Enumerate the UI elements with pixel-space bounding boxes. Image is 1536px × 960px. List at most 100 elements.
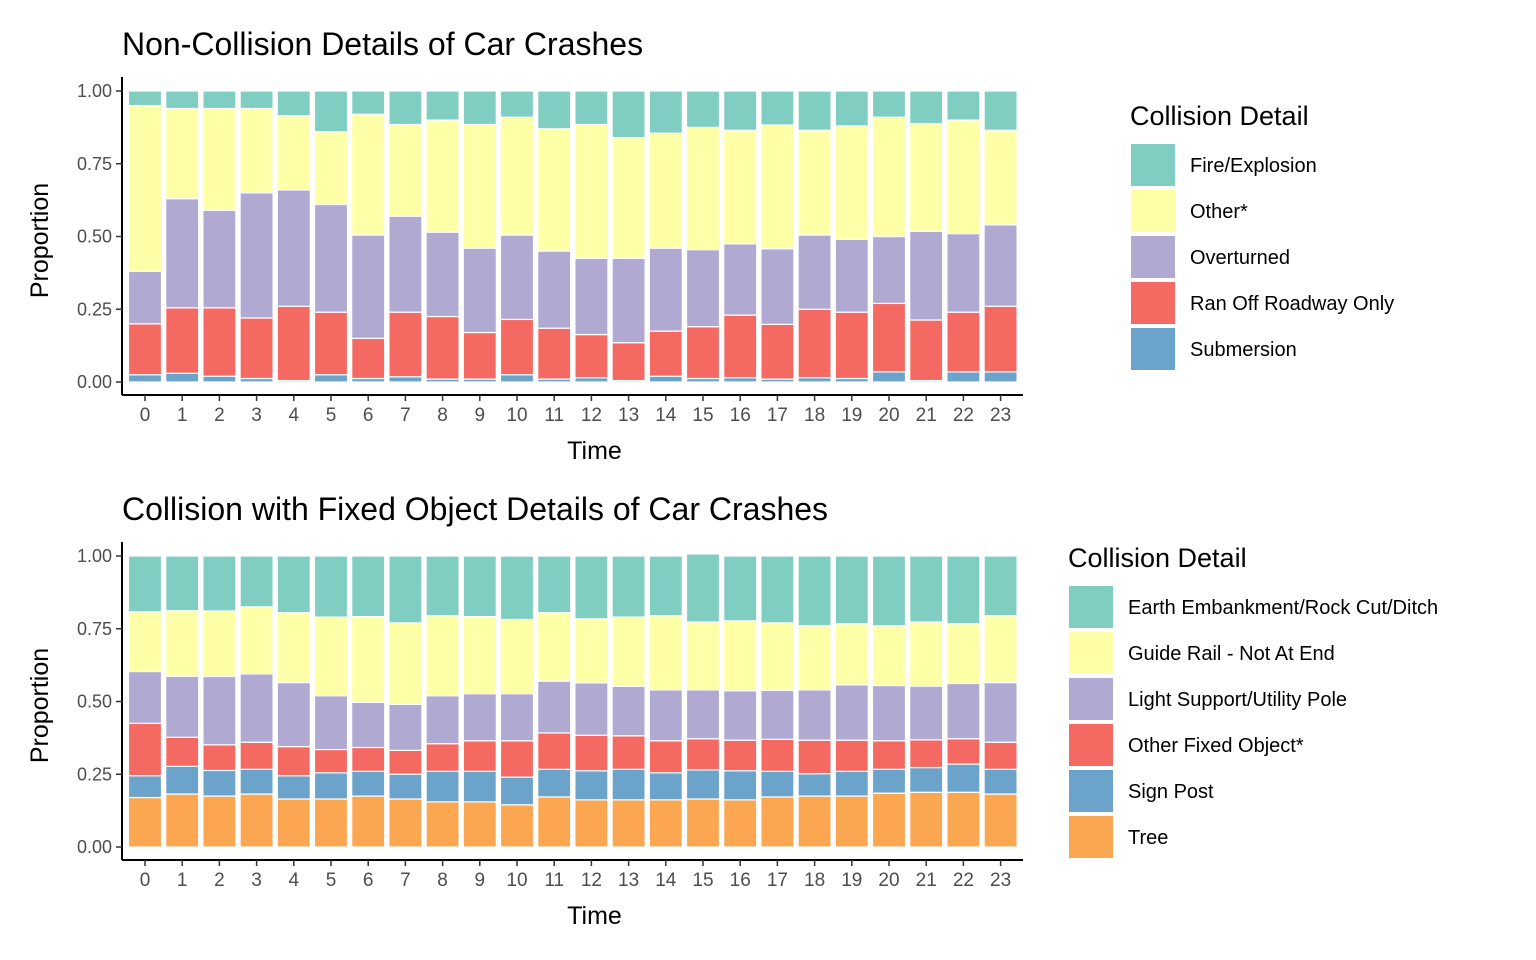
y-tick-label: 0.00 — [77, 372, 112, 392]
x-tick-label: 19 — [841, 870, 862, 891]
bar-segment-other-fixed-object--8 — [425, 743, 460, 772]
legend-label: Overturned — [1190, 247, 1290, 269]
bar-segment-ran-off-roadway-only-5 — [313, 311, 349, 376]
bar-segment-tree-14 — [648, 799, 683, 848]
legend-label: Light Support/Utility Pole — [1128, 689, 1347, 711]
bar-segment-light-support-utility-pole-2 — [202, 675, 237, 746]
x-tick-label: 23 — [990, 405, 1011, 426]
x-tick-label: 5 — [326, 405, 337, 426]
bar-segment-other-fixed-object--17 — [760, 738, 795, 772]
bar-segment-light-support-utility-pole-4 — [276, 681, 311, 748]
bar-segment-earth-embankment-rock-cut-ditch-4 — [276, 555, 311, 614]
bar-segment-earth-embankment-rock-cut-ditch-21 — [909, 555, 944, 623]
bar-segment-tree-20 — [871, 792, 907, 848]
bar-segment-fire-explosion-3 — [239, 90, 274, 110]
bar-segment-light-support-utility-pole-23 — [983, 681, 1018, 743]
bar-segment-submersion-16 — [723, 377, 758, 383]
legend-swatch — [1069, 770, 1113, 812]
x-tick-label: 18 — [804, 405, 825, 426]
bar-segment-overturned-10 — [499, 234, 535, 321]
bar-segment-submersion-14 — [648, 375, 683, 383]
bar-segment-sign-post-0 — [127, 775, 163, 799]
bar-segment-ran-off-roadway-only-4 — [276, 305, 311, 382]
legend-swatch — [1131, 236, 1175, 278]
bar-segment-sign-post-7 — [388, 773, 423, 800]
bar-segment-overturned-9 — [462, 247, 497, 334]
x-tick-label: 6 — [363, 405, 374, 426]
bar-segment-other--10 — [499, 116, 535, 236]
legend-title: Collision Detail — [1068, 543, 1247, 573]
x-tick-label: 4 — [289, 870, 300, 891]
bar-segment-fire-explosion-12 — [574, 90, 609, 126]
x-axis-label: Time — [567, 902, 622, 930]
x-tick-label: 21 — [916, 870, 937, 891]
x-tick-label: 17 — [767, 870, 788, 891]
bar-segment-light-support-utility-pole-12 — [574, 682, 609, 736]
bar-segment-other-fixed-object--16 — [723, 739, 758, 772]
bar-segment-light-support-utility-pole-5 — [313, 695, 349, 751]
y-axis-label: Proportion — [26, 648, 54, 763]
x-tick-label: 7 — [400, 405, 411, 426]
bar-segment-tree-9 — [462, 801, 497, 848]
bar-segment-submersion-10 — [499, 374, 535, 383]
bar-segment-earth-embankment-rock-cut-ditch-18 — [797, 555, 832, 627]
x-tick-label: 20 — [878, 870, 899, 891]
bar-segment-earth-embankment-rock-cut-ditch-14 — [648, 555, 683, 617]
bar-segment-sign-post-5 — [313, 772, 349, 800]
bar-segment-overturned-22 — [946, 232, 981, 313]
bar-segment-other-fixed-object--23 — [983, 741, 1018, 770]
bar-segment-guide-rail-not-at-end-15 — [685, 621, 721, 691]
x-tick-label: 19 — [841, 405, 862, 426]
bar-segment-guide-rail-not-at-end-6 — [351, 615, 386, 703]
bar-segment-submersion-18 — [797, 377, 832, 383]
y-tick-label: 0.25 — [77, 764, 112, 784]
bar-segment-earth-embankment-rock-cut-ditch-3 — [239, 555, 274, 608]
bar-segment-other--23 — [983, 129, 1018, 226]
legend-label: Earth Embankment/Rock Cut/Ditch — [1128, 597, 1438, 619]
bar-segment-overturned-18 — [797, 234, 832, 310]
bar-segment-overturned-4 — [276, 189, 311, 307]
bar-segment-light-support-utility-pole-0 — [127, 670, 163, 724]
bar-segment-fire-explosion-7 — [388, 90, 423, 126]
bar-segment-sign-post-19 — [834, 770, 869, 797]
bar-segment-light-support-utility-pole-18 — [797, 689, 832, 741]
x-tick-label: 23 — [990, 870, 1011, 891]
bar-segment-light-support-utility-pole-19 — [834, 684, 869, 741]
bar-segment-fire-explosion-20 — [871, 90, 907, 118]
legend-label: Fire/Explosion — [1190, 155, 1317, 177]
bar-segment-tree-22 — [946, 791, 981, 848]
chart-title: Collision with Fixed Object Details of C… — [122, 491, 828, 527]
legend-swatch — [1069, 724, 1113, 766]
bar-segment-overturned-21 — [909, 230, 944, 321]
x-tick-label: 16 — [730, 870, 751, 891]
bar-segment-other-fixed-object--0 — [127, 722, 163, 777]
x-tick-label: 11 — [544, 405, 564, 426]
bar-segment-light-support-utility-pole-21 — [909, 685, 944, 741]
y-tick-label: 0.75 — [77, 154, 112, 174]
bar-segment-ran-off-roadway-only-18 — [797, 308, 832, 379]
bar-segment-other-fixed-object--9 — [462, 740, 497, 772]
bar-segment-sign-post-10 — [499, 776, 535, 806]
bar-segment-guide-rail-not-at-end-14 — [648, 615, 683, 691]
bar-segment-ran-off-roadway-only-8 — [425, 315, 460, 380]
bar-segment-other--5 — [313, 131, 349, 206]
bar-segment-fire-explosion-23 — [983, 90, 1018, 131]
bar-segment-other-fixed-object--18 — [797, 739, 832, 775]
bar-segment-sign-post-17 — [760, 770, 795, 798]
legend-swatch — [1069, 632, 1113, 674]
bar-segment-submersion-2 — [202, 375, 237, 383]
chart-panel-0: Non-Collision Details of Car Crashes 0.00… — [26, 26, 1394, 465]
bar-segment-light-support-utility-pole-11 — [537, 680, 572, 734]
bar-segment-other--16 — [723, 129, 758, 245]
bar-segment-tree-19 — [834, 795, 869, 848]
bar-segment-other--7 — [388, 123, 423, 217]
bar-segment-light-support-utility-pole-9 — [462, 693, 497, 742]
x-tick-label: 1 — [177, 405, 188, 426]
bar-segment-overturned-7 — [388, 215, 423, 313]
bar-segment-other-fixed-object--3 — [239, 741, 274, 770]
bar-segment-other-fixed-object--22 — [946, 738, 981, 765]
x-tick-label: 14 — [655, 870, 677, 891]
bar-segment-overturned-3 — [239, 192, 274, 319]
bar-segment-guide-rail-not-at-end-2 — [202, 610, 237, 678]
bar-segment-overturned-13 — [611, 257, 646, 344]
